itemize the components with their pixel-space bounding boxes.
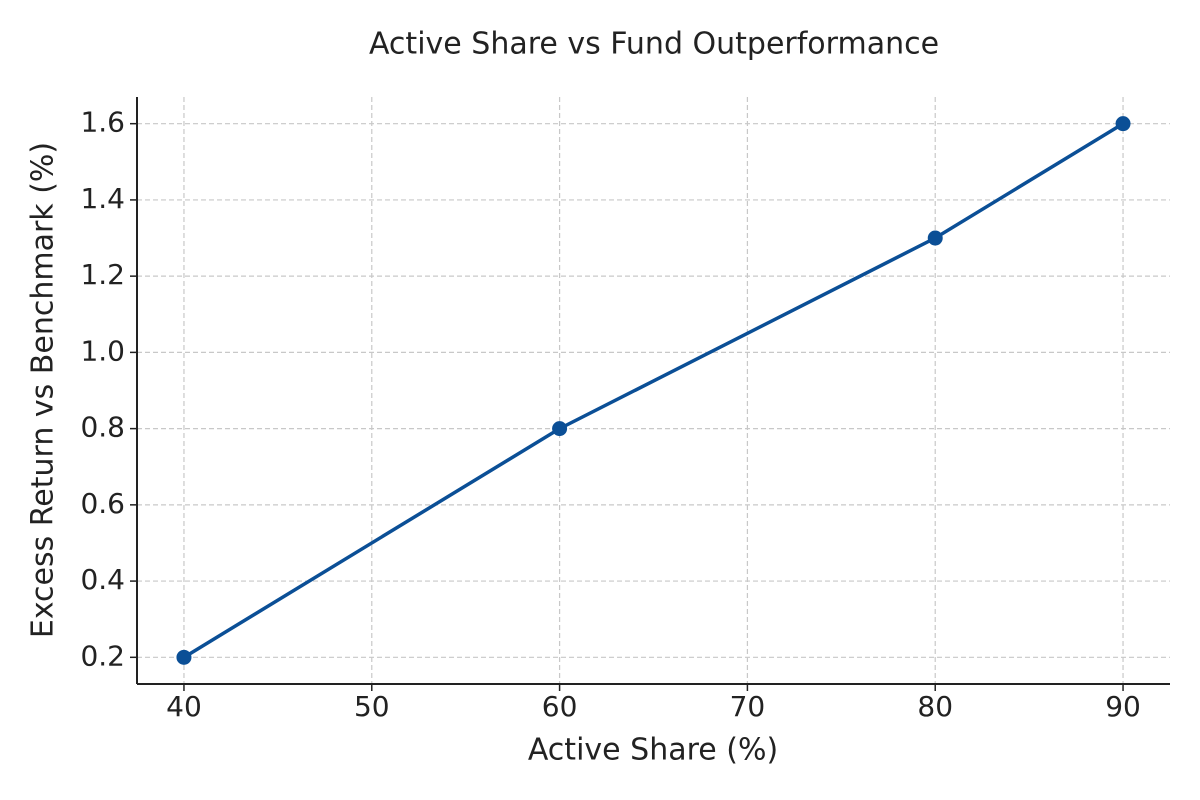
line [183, 122, 1124, 659]
y-tick-label: 1.2 [80, 258, 125, 291]
marker [552, 421, 568, 437]
y-axis-label: Excess Return vs Benchmark (%) [26, 142, 61, 638]
y-tick-label: 1.6 [80, 106, 125, 139]
marker [927, 230, 943, 246]
x-tick-label: 50 [354, 690, 390, 723]
x-tick-label: 90 [1105, 690, 1141, 723]
x-tick-label: 40 [166, 690, 202, 723]
y-tick-label: 0.4 [80, 563, 125, 596]
marker [176, 649, 192, 665]
y-tick-label: 1.4 [80, 182, 125, 215]
x-tick-label: 70 [730, 690, 766, 723]
y-tick-label: 0.8 [80, 411, 125, 444]
marker [1115, 116, 1131, 132]
x-tick-label: 60 [542, 690, 578, 723]
chart-title: Active Share vs Fund Outperformance [369, 27, 939, 62]
y-tick-label: 0.2 [80, 639, 125, 672]
y-tick-label: 0.6 [80, 487, 125, 520]
x-axis-label: Active Share (%) [528, 733, 778, 768]
x-tick-label: 80 [917, 690, 953, 723]
y-tick-label: 1.0 [80, 334, 125, 367]
